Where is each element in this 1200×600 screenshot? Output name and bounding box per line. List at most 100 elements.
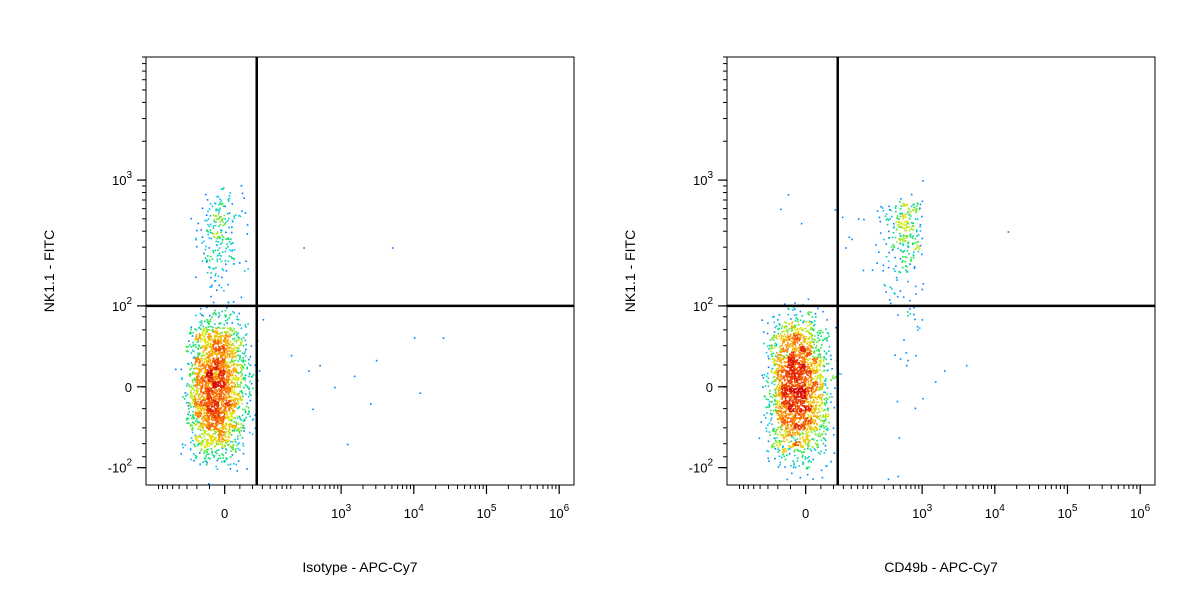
event-dot	[808, 321, 810, 323]
event-dot	[221, 447, 224, 450]
event-dot	[237, 427, 240, 430]
event-dot	[201, 380, 204, 382]
event-dot	[802, 416, 805, 418]
event-dot	[805, 410, 807, 413]
event-dot	[190, 326, 193, 329]
event-dot	[770, 350, 772, 353]
event-dot	[194, 402, 196, 405]
event-dot	[204, 414, 206, 417]
event-dot	[787, 385, 789, 387]
event-dot	[228, 386, 231, 389]
event-dot	[825, 400, 828, 402]
event-dot	[224, 353, 226, 356]
event-dot	[220, 424, 223, 426]
event-dot	[801, 334, 804, 336]
event-dot	[212, 386, 214, 389]
event-dot	[190, 217, 193, 220]
event-dot	[209, 412, 211, 415]
event-dot	[790, 440, 792, 443]
event-dot	[786, 395, 788, 398]
event-dot	[234, 449, 237, 452]
event-dot	[222, 423, 224, 426]
event-dot	[790, 388, 793, 390]
event-dot	[201, 260, 204, 262]
event-dot	[229, 396, 232, 398]
event-dot	[804, 423, 806, 426]
event-dot	[233, 217, 236, 219]
event-dot	[230, 414, 233, 416]
event-dot	[812, 429, 815, 431]
event-dot	[773, 362, 776, 365]
event-dot	[224, 425, 227, 428]
event-dot	[234, 354, 237, 357]
event-dot	[826, 427, 829, 430]
event-dot	[791, 361, 794, 364]
event-dot	[224, 355, 226, 357]
event-dot	[218, 440, 221, 443]
event-dot	[780, 362, 783, 364]
event-dot	[779, 386, 781, 388]
event-dot	[206, 440, 209, 443]
event-dot	[188, 363, 191, 366]
event-dot	[802, 440, 805, 443]
event-dot	[218, 408, 221, 411]
event-dot	[799, 433, 802, 435]
event-dot	[214, 412, 217, 414]
event-dot	[200, 412, 203, 415]
event-dot	[191, 396, 193, 399]
event-dot	[227, 283, 229, 286]
event-dot	[225, 331, 227, 334]
event-dot	[207, 375, 210, 377]
event-dot	[193, 443, 195, 446]
event-dot	[778, 380, 781, 382]
event-dot	[785, 357, 788, 359]
event-dot	[220, 391, 222, 394]
event-dot	[814, 375, 817, 378]
event-dot	[245, 260, 247, 262]
event-dot	[229, 405, 232, 408]
event-dot	[794, 403, 796, 405]
event-dot	[790, 410, 792, 413]
event-dot	[780, 374, 782, 376]
event-dot	[797, 331, 800, 334]
event-dot	[198, 361, 201, 364]
event-dot	[813, 396, 815, 399]
event-dot	[217, 342, 219, 344]
event-dot	[785, 430, 787, 433]
event-dot	[249, 415, 251, 418]
event-dot	[779, 351, 782, 353]
event-dot	[790, 446, 792, 448]
event-dot	[810, 365, 813, 367]
event-dot	[206, 259, 208, 261]
event-dot	[794, 372, 796, 375]
event-dot	[815, 380, 817, 382]
event-dot	[779, 364, 781, 366]
event-dot	[189, 368, 191, 371]
event-dot	[217, 373, 219, 376]
event-dot	[786, 408, 788, 411]
event-dot	[814, 430, 816, 433]
event-dot	[212, 401, 214, 404]
event-dot	[228, 394, 230, 397]
event-dot	[788, 370, 790, 373]
event-dot	[798, 369, 801, 371]
event-dot	[809, 394, 811, 397]
event-dot	[777, 418, 780, 420]
event-dot	[803, 320, 805, 322]
event-dot	[196, 420, 199, 423]
event-dot	[205, 326, 208, 329]
event-dot	[202, 429, 205, 432]
event-dot	[777, 332, 780, 335]
event-dot	[221, 380, 224, 383]
event-dot	[810, 322, 812, 325]
event-dot	[199, 334, 201, 336]
event-dot	[807, 389, 809, 391]
event-dot	[217, 415, 219, 417]
event-dot	[789, 393, 791, 395]
event-dot	[808, 354, 811, 356]
event-dot	[207, 224, 209, 226]
event-dot	[194, 338, 196, 341]
event-dot	[211, 258, 214, 260]
event-dot	[798, 376, 801, 379]
event-dot	[212, 406, 214, 408]
